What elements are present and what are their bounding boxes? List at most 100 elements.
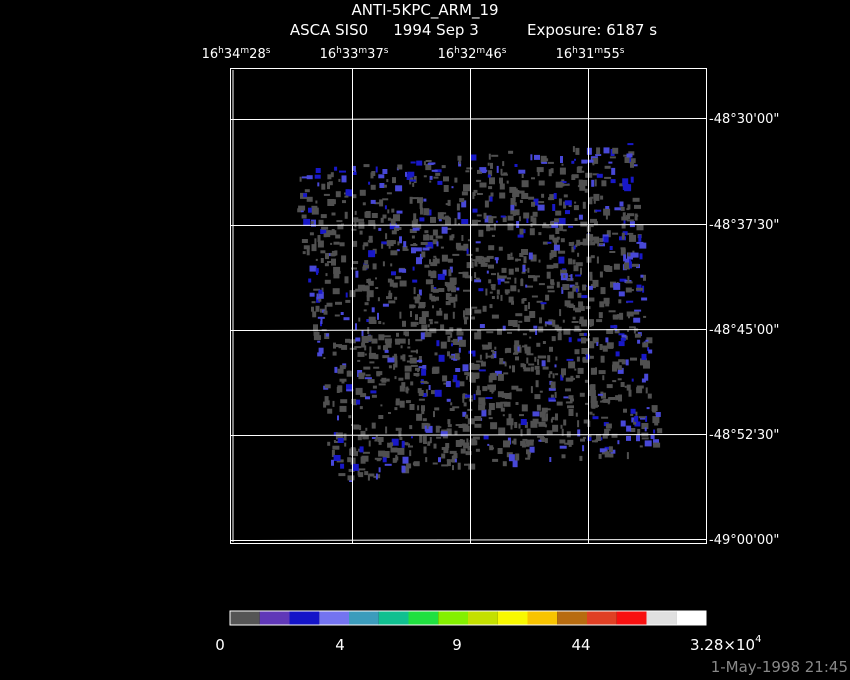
image-pixel: [471, 306, 478, 309]
image-pixel: [425, 164, 432, 171]
image-pixel: [509, 186, 517, 193]
image-pixel: [480, 361, 486, 367]
image-pixel: [474, 376, 479, 379]
image-pixel: [396, 332, 399, 337]
image-pixel: [378, 321, 382, 324]
image-pixel: [489, 291, 493, 294]
image-pixel: [409, 357, 417, 364]
image-pixel: [455, 380, 460, 388]
image-pixel: [409, 404, 415, 410]
image-pixel: [455, 424, 461, 426]
image-pixel: [630, 161, 634, 168]
image-pixel: [339, 378, 347, 382]
image-pixel: [365, 427, 368, 431]
image-pixel: [404, 365, 412, 372]
image-pixel: [612, 315, 619, 320]
image-pixel: [442, 436, 448, 439]
image-pixel: [497, 391, 504, 398]
dec-label: -48°37'30": [709, 218, 779, 233]
image-pixel: [524, 346, 531, 354]
image-pixel: [608, 161, 613, 164]
image-pixel: [372, 263, 377, 270]
image-pixel: [400, 355, 405, 360]
image-pixel: [588, 341, 595, 349]
image-pixel: [368, 181, 371, 185]
image-pixel: [344, 211, 348, 219]
image-pixel: [487, 174, 491, 178]
image-pixel: [447, 419, 451, 425]
image-pixel: [474, 423, 482, 428]
image-pixel: [455, 368, 461, 372]
image-pixel: [524, 269, 527, 272]
image-pixel: [347, 475, 355, 481]
image-pixel: [514, 340, 520, 347]
image-pixel: [510, 210, 518, 215]
image-pixel: [360, 393, 367, 398]
image-pixel: [338, 346, 342, 349]
image-pixel: [423, 161, 426, 166]
image-pixel: [415, 247, 422, 252]
image-pixel: [500, 168, 503, 175]
image-pixel: [581, 319, 588, 327]
image-pixel: [304, 189, 310, 193]
image-pixel: [392, 177, 396, 184]
image-pixel: [348, 370, 351, 375]
image-pixel: [619, 183, 625, 187]
image-pixel: [413, 461, 420, 467]
image-pixel: [301, 239, 308, 243]
image-pixel: [605, 423, 612, 429]
image-pixel: [567, 405, 574, 409]
image-pixel: [371, 213, 378, 218]
image-pixel: [551, 416, 555, 420]
image-pixel: [570, 274, 573, 281]
image-pixel: [325, 230, 331, 238]
ra-value: 31: [578, 47, 595, 62]
image-pixel: [513, 352, 518, 355]
image-pixel: [558, 198, 562, 206]
coordinate-grid: [229, 68, 707, 544]
image-pixel: [630, 428, 636, 432]
image-pixel: [525, 284, 528, 288]
image-pixel: [440, 341, 447, 349]
image-pixel: [334, 441, 341, 443]
image-pixel: [508, 150, 514, 154]
image-pixel: [582, 436, 586, 439]
image-pixel: [539, 390, 543, 393]
image-pixel: [525, 457, 531, 460]
image-pixel: [378, 334, 385, 341]
image-pixel: [624, 157, 630, 163]
image-pixel: [618, 359, 625, 363]
image-pixel: [402, 466, 410, 474]
image-pixel: [621, 232, 625, 240]
image-pixel: [528, 363, 535, 366]
image-pixel: [493, 223, 496, 231]
image-pixel: [452, 281, 457, 286]
image-pixel: [412, 266, 415, 271]
image-pixel: [447, 258, 453, 263]
image-pixel: [521, 271, 526, 274]
image-pixel: [634, 204, 641, 209]
image-pixel: [451, 459, 453, 463]
image-pixel: [456, 203, 460, 211]
image-pixel: [596, 434, 601, 441]
image-pixel: [413, 243, 417, 245]
image-pixel: [323, 193, 330, 196]
image-pixel: [359, 468, 366, 471]
image-pixel: [318, 291, 324, 299]
image-pixel: [475, 241, 481, 244]
image-pixel: [629, 261, 632, 269]
image-pixel: [617, 367, 623, 370]
image-pixel: [470, 276, 473, 282]
image-pixel: [478, 369, 486, 372]
image-pixel: [311, 301, 316, 304]
image-pixel: [574, 349, 580, 355]
image-pixel: [457, 212, 461, 220]
image-pixel: [599, 243, 603, 246]
image-pixel: [486, 270, 489, 274]
image-pixel: [592, 416, 599, 420]
image-pixel: [315, 268, 319, 274]
image-pixel: [500, 215, 506, 218]
image-pixel: [440, 246, 444, 249]
image-pixel: [549, 371, 553, 375]
image-pixel: [324, 263, 329, 267]
